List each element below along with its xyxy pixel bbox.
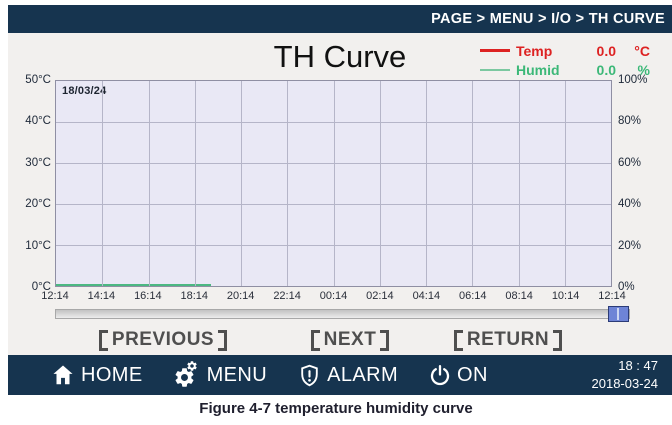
- left-axis-tick: 40°C: [25, 115, 51, 128]
- humid-series-line: [56, 284, 212, 286]
- horizontal-gridline: [56, 122, 611, 123]
- clock: 18 : 47 2018-03-24: [592, 357, 672, 392]
- right-bracket: [218, 329, 228, 351]
- horizontal-gridline: [56, 204, 611, 205]
- left-bracket: [98, 329, 108, 351]
- vertical-gridline: [102, 81, 104, 286]
- next-button-label: NEXT: [323, 329, 377, 350]
- chart-legend: Temp 0.0 °C Humid 0.0 %: [480, 41, 650, 79]
- horizontal-gridline: [56, 163, 611, 164]
- scrollbar-thumb[interactable]: [608, 306, 629, 322]
- horizontal-gridline: [56, 245, 611, 246]
- next-button[interactable]: NEXT: [280, 327, 420, 353]
- nav-home-label: HOME: [81, 363, 143, 386]
- x-axis-tick: 12:14: [598, 290, 626, 302]
- vertical-gridline: [472, 81, 474, 286]
- page-title: TH Curve: [273, 39, 407, 74]
- x-axis-tick: 14:14: [87, 290, 116, 302]
- vertical-gridline: [564, 81, 566, 286]
- left-axis-tick: 50°C: [25, 74, 51, 86]
- right-axis-tick: 80%: [618, 115, 642, 128]
- left-axis-tick: 0°C: [31, 281, 51, 293]
- nav-alarm-label: ALARM: [327, 363, 399, 386]
- x-axis-tick: 10:14: [551, 290, 580, 302]
- alarm-shield-icon: [301, 364, 318, 386]
- x-axis-tick: 16:14: [134, 290, 162, 302]
- time-display: 18 : 47: [618, 358, 658, 374]
- plot-area: 18/03/24: [55, 80, 612, 287]
- legend-humid-row: Humid 0.0 %: [480, 60, 650, 79]
- right-axis-tick: 40%: [618, 198, 642, 211]
- bottom-nav: HOME MENU ALARM: [8, 355, 672, 395]
- humid-unit: %: [637, 61, 650, 78]
- return-button[interactable]: RETURN: [428, 327, 588, 353]
- chart-scrollbar[interactable]: [55, 306, 630, 322]
- x-axis-tick: 08:14: [505, 290, 533, 302]
- alarm-button[interactable]: ALARM: [297, 363, 398, 388]
- figure-caption: Figure 4-7 temperature humidity curve: [199, 400, 473, 417]
- legend-temp-label: Temp: [516, 42, 553, 59]
- left-bracket: [453, 329, 463, 351]
- right-bracket: [380, 329, 390, 351]
- right-axis-labels: 100% 80% 60% 40% 20% 0%: [618, 74, 664, 293]
- x-axis-labels: 12:14 14:14 16:14 18:14 20:14 22:14 00:14 02:14…: [41, 290, 626, 303]
- device-screen: PAGE > MENU > I/O > TH CURVE TH Curve Te…: [8, 5, 672, 395]
- humid-line-swatch: [480, 68, 510, 71]
- left-bracket: [310, 329, 320, 351]
- breadcrumb-bar: PAGE > MENU > I/O > TH CURVE: [8, 5, 672, 33]
- return-button-label: RETURN: [466, 329, 550, 350]
- vertical-gridline: [241, 81, 242, 286]
- humid-value: 0.0: [596, 61, 616, 78]
- gear-icon: [173, 360, 203, 390]
- left-axis-labels: 50°C 40°C 30°C 20°C 10°C 0°C: [8, 74, 51, 293]
- x-axis-tick: 12:14: [41, 290, 69, 302]
- legend-humid-label: Humid: [516, 61, 560, 78]
- x-axis-tick: 00:14: [319, 290, 348, 302]
- vertical-gridline: [518, 81, 520, 286]
- nav-on-label: ON: [457, 363, 488, 386]
- temp-unit: °C: [634, 42, 650, 59]
- left-axis-tick: 20°C: [25, 198, 51, 211]
- vertical-gridline: [148, 81, 150, 286]
- power-icon: [430, 365, 450, 386]
- previous-button[interactable]: PREVIOUS: [78, 327, 248, 353]
- left-axis-tick: 30°C: [25, 156, 51, 169]
- right-axis-tick: 0%: [618, 281, 635, 293]
- vertical-gridline: [379, 81, 381, 286]
- vertical-gridline: [333, 81, 335, 286]
- chart-date-label: 18/03/24: [62, 85, 107, 97]
- right-axis-tick: 20%: [618, 239, 642, 252]
- x-axis-tick: 02:14: [366, 290, 394, 302]
- x-axis-tick: 04:14: [412, 290, 441, 302]
- vertical-gridline: [287, 81, 289, 286]
- temp-line-swatch: [480, 49, 510, 52]
- breadcrumb: PAGE > MENU > I/O > TH CURVE: [431, 11, 665, 27]
- vertical-gridline: [426, 81, 427, 286]
- power-button[interactable]: ON: [428, 363, 488, 387]
- vertical-gridline: [194, 81, 196, 286]
- left-axis-tick: 10°C: [25, 239, 51, 252]
- previous-button-label: PREVIOUS: [111, 329, 215, 350]
- right-axis-tick: 60%: [618, 156, 642, 169]
- x-axis-tick: 20:14: [226, 290, 255, 302]
- home-button[interactable]: HOME: [50, 362, 143, 388]
- nav-menu-label: MENU: [206, 363, 268, 386]
- date-display: 2018-03-24: [591, 376, 659, 391]
- menu-button[interactable]: MENU: [173, 360, 268, 390]
- right-bracket: [553, 329, 563, 351]
- x-axis-tick: 22:14: [273, 290, 301, 302]
- home-icon: [53, 365, 73, 385]
- right-axis-tick: 100%: [618, 74, 648, 86]
- x-axis-tick: 06:14: [458, 290, 487, 302]
- legend-temp-row: Temp 0.0 °C: [480, 41, 650, 60]
- x-axis-tick: 18:14: [180, 290, 209, 302]
- temp-value: 0.0: [596, 42, 616, 59]
